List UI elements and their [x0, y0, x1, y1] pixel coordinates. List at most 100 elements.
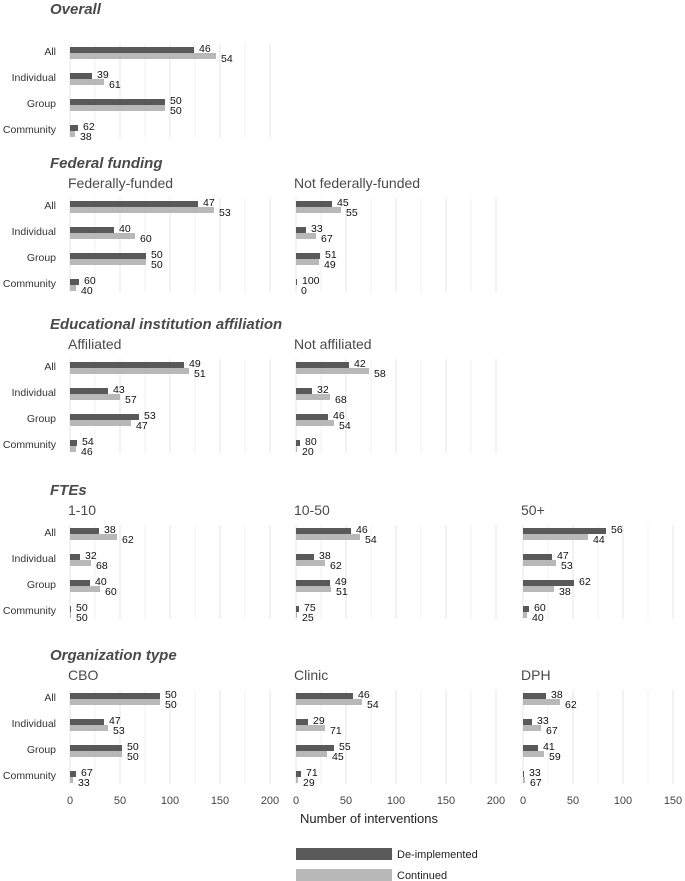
bar-continued: [296, 394, 330, 400]
data-label-de-implemented: 32: [85, 550, 97, 562]
legend-swatch-de-implemented: [296, 848, 392, 860]
category-label: Group: [27, 98, 56, 110]
bar-de-implemented: [296, 719, 308, 725]
data-label-continued: 49: [324, 259, 336, 271]
category-label: All: [44, 692, 56, 704]
data-label-continued: 53: [219, 207, 231, 219]
data-label-de-implemented: 45: [337, 197, 349, 209]
data-label-de-implemented: 46: [356, 524, 368, 536]
bar-continued: [70, 777, 73, 783]
panel-title: Clinic: [294, 667, 328, 683]
category-label: Group: [27, 579, 56, 591]
bar-de-implemented: [70, 554, 80, 560]
bar-de-implemented: [70, 73, 92, 79]
data-label-de-implemented: 38: [551, 689, 563, 701]
category-label: Group: [27, 413, 56, 425]
bar-continued: [523, 725, 541, 731]
bar-continued: [70, 446, 76, 452]
data-label-de-implemented: 49: [335, 576, 347, 588]
data-label-continued: 44: [593, 534, 605, 546]
bar-continued: [70, 285, 76, 291]
bar-de-implemented: [70, 362, 184, 368]
data-label-de-implemented: 67: [81, 767, 93, 779]
data-label-continued: 40: [81, 285, 93, 297]
legend-label-continued: Continued: [397, 870, 447, 881]
bar-de-implemented: [70, 125, 78, 131]
bar-continued: [70, 420, 131, 426]
bar-continued: [70, 233, 135, 239]
bar-continued: [70, 368, 189, 374]
panel-title: CBO: [68, 667, 98, 683]
category-label: Individual: [12, 387, 56, 399]
x-tick-label: 50: [340, 795, 352, 807]
data-label-continued: 62: [330, 560, 342, 572]
data-label-de-implemented: 41: [543, 741, 555, 753]
bar-de-implemented: [523, 745, 538, 751]
data-label-continued: 20: [302, 446, 314, 458]
bar-de-implemented: [296, 528, 351, 534]
data-label-de-implemented: 60: [84, 275, 96, 287]
bar-de-implemented: [70, 227, 114, 233]
data-label-continued: 33: [78, 777, 90, 789]
panel-title: Affiliated: [68, 336, 121, 352]
data-label-de-implemented: 47: [557, 550, 569, 562]
x-tick-label: 50: [114, 795, 126, 807]
bar-de-implemented: [296, 227, 306, 233]
bar-de-implemented: [296, 745, 334, 751]
category-label: All: [44, 361, 56, 373]
bar-de-implemented: [296, 414, 328, 420]
bar-continued: [523, 534, 588, 540]
section-title: FTEs: [50, 482, 87, 499]
data-label-de-implemented: 43: [113, 384, 125, 396]
bar-continued: [70, 534, 117, 540]
bar-continued: [296, 534, 360, 540]
bar-continued: [523, 586, 554, 592]
section-title: Organization type: [50, 647, 177, 664]
bar-continued: [70, 259, 146, 265]
data-label-de-implemented: 38: [104, 524, 116, 536]
data-label-continued: 40: [532, 612, 544, 624]
data-label-continued: 67: [530, 777, 542, 789]
bar-de-implemented: [523, 693, 546, 699]
bar-continued: [523, 699, 560, 705]
legend-swatch-continued: [296, 869, 392, 881]
bar-continued: [523, 560, 556, 566]
data-label-continued: 67: [546, 725, 558, 737]
bar-continued: [296, 233, 316, 239]
bar-de-implemented: [523, 606, 529, 612]
bar-continued: [70, 394, 120, 400]
panel-title: 50+: [521, 502, 545, 518]
x-tick-label: 150: [437, 795, 455, 807]
bar-continued: [296, 777, 298, 783]
category-label: Individual: [12, 72, 56, 84]
bar-de-implemented: [296, 388, 312, 394]
bar-de-implemented: [296, 693, 353, 699]
data-label-de-implemented: 40: [95, 576, 107, 588]
data-label-de-implemented: 53: [144, 410, 156, 422]
data-label-continued: 61: [109, 79, 121, 91]
x-tick-label: 0: [520, 795, 526, 807]
data-label-continued: 50: [170, 105, 182, 117]
bar-de-implemented: [70, 719, 104, 725]
bar-continued: [296, 368, 369, 374]
data-label-de-implemented: 56: [611, 524, 623, 536]
data-label-continued: 60: [140, 233, 152, 245]
data-label-continued: 50: [151, 259, 163, 271]
data-label-continued: 38: [80, 131, 92, 143]
data-label-de-implemented: 46: [199, 43, 211, 55]
data-label-de-implemented: 50: [127, 741, 139, 753]
bar-continued: [296, 259, 319, 265]
data-label-continued: 57: [125, 394, 137, 406]
data-label-continued: 38: [559, 586, 571, 598]
data-label-de-implemented: 32: [317, 384, 329, 396]
bar-de-implemented: [296, 279, 297, 285]
bar-de-implemented: [296, 362, 349, 368]
bar-continued: [523, 612, 527, 618]
bar-continued: [70, 560, 91, 566]
x-tick-label: 200: [261, 795, 279, 807]
x-tick-label: 100: [387, 795, 405, 807]
data-label-continued: 58: [374, 368, 386, 380]
category-label: Community: [3, 124, 57, 136]
category-label: Group: [27, 252, 56, 264]
data-label-de-implemented: 40: [119, 223, 131, 235]
